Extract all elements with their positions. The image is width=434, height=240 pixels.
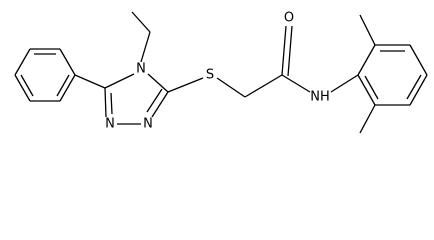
atom-label: NH (310, 90, 330, 105)
atom-label: N (136, 62, 146, 77)
atom-label: O (284, 11, 294, 26)
atom-label: N (105, 117, 115, 132)
atom-label: S (206, 68, 214, 83)
atom-label: N (143, 117, 153, 132)
page: N N N S O NH (() => { const data = JSON.… (14, 10, 428, 134)
atom-labels: N N N S O NH (105, 11, 330, 132)
structure: N N N S O NH (14, 11, 428, 134)
bonds (14, 11, 428, 134)
